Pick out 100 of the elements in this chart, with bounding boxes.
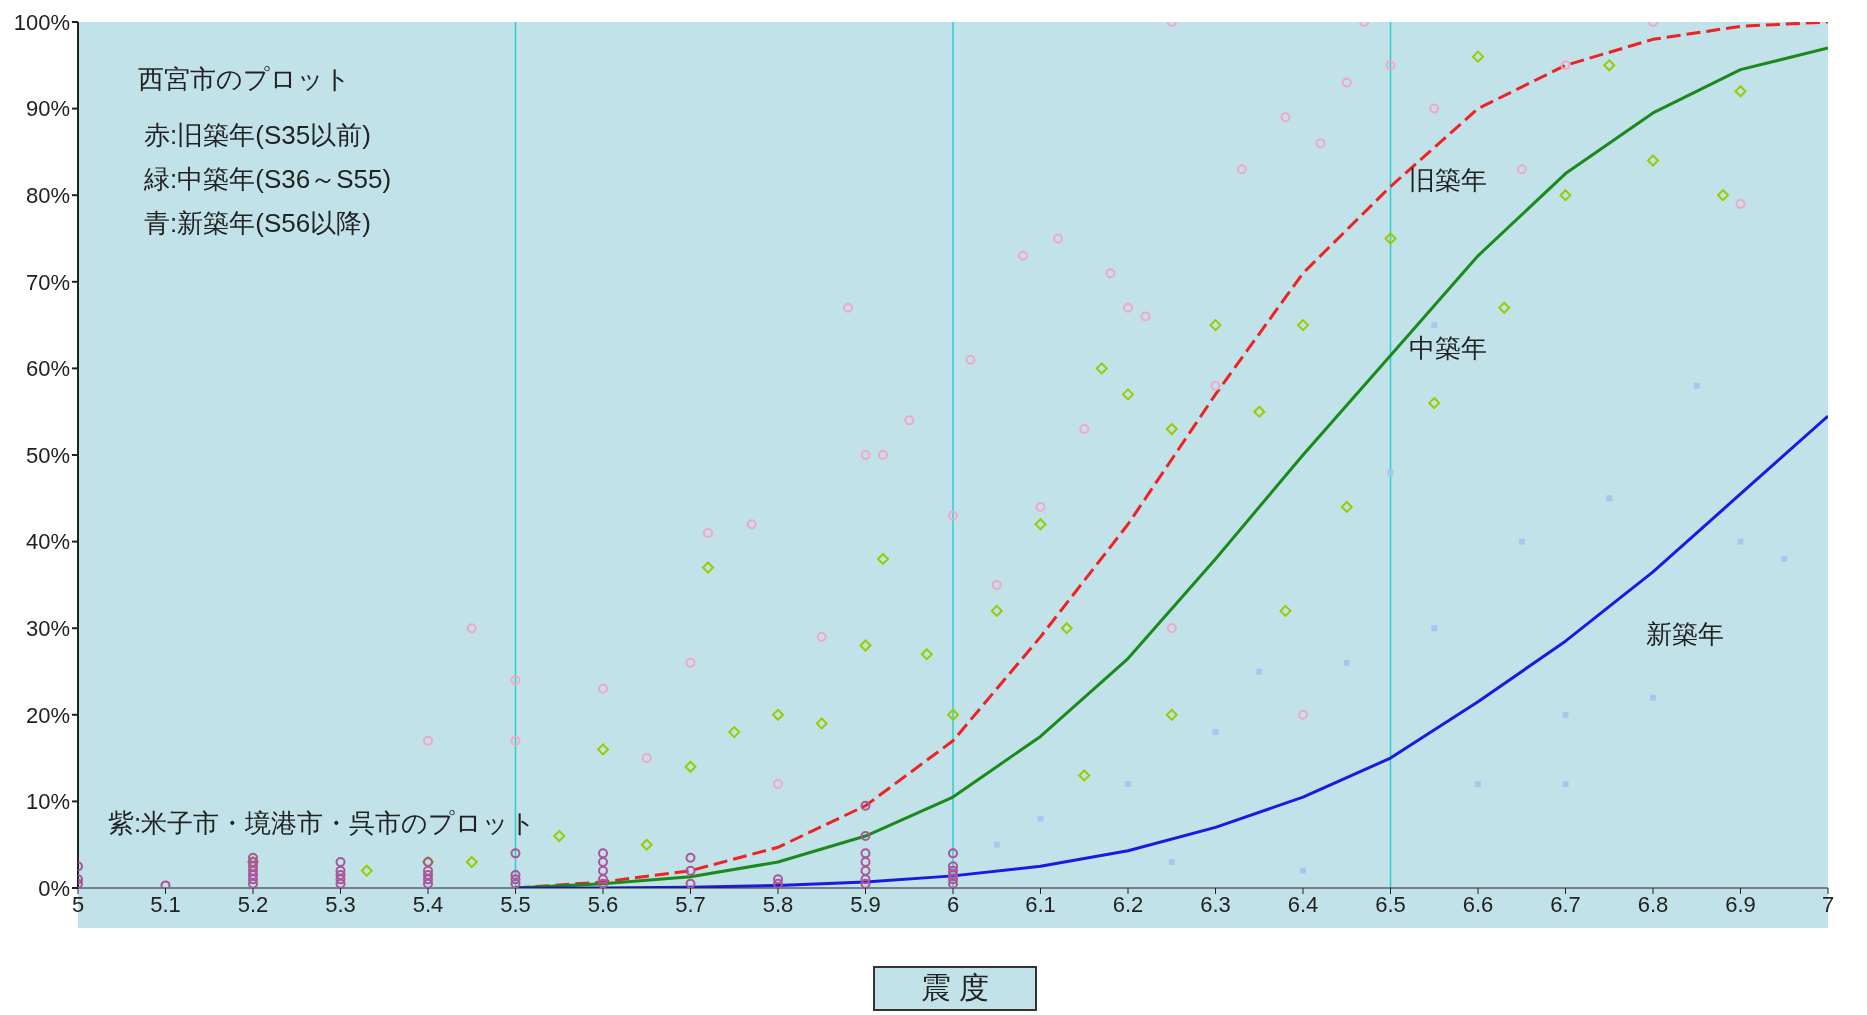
x-tick-label: 5.2: [237, 891, 269, 917]
point: [1300, 867, 1306, 874]
point: [1650, 694, 1656, 701]
point: [1166, 623, 1177, 634]
annotation: 青:新築年(S56以降): [144, 207, 371, 240]
point: [640, 838, 653, 851]
point: [1385, 60, 1396, 71]
point: [1343, 659, 1350, 666]
point: [1253, 405, 1266, 418]
point: [860, 865, 871, 876]
point: [816, 631, 827, 642]
point: [1431, 322, 1438, 329]
point: [1256, 668, 1263, 675]
point: [598, 865, 608, 876]
point: [1297, 319, 1309, 332]
point: [598, 874, 608, 885]
point: [641, 753, 652, 764]
point: [510, 878, 521, 888]
point: [335, 878, 346, 888]
point: [947, 708, 959, 721]
point: [510, 874, 521, 885]
point: [1037, 815, 1044, 822]
point: [248, 870, 258, 881]
point: [360, 864, 373, 877]
point: [1475, 781, 1481, 788]
point: [510, 848, 521, 859]
point: [1165, 708, 1178, 721]
point: [1210, 380, 1221, 391]
x-tick-label: 6.5: [1375, 891, 1406, 917]
point: [1035, 501, 1046, 512]
point: [877, 552, 889, 565]
point: [597, 743, 609, 756]
annotation: 西宮市のプロット: [138, 63, 351, 96]
point: [1209, 319, 1222, 332]
point: [466, 623, 477, 634]
point: [1518, 538, 1525, 545]
point: [1123, 302, 1133, 313]
point: [1018, 250, 1028, 261]
point: [510, 675, 521, 686]
point: [948, 510, 958, 521]
y-tick-label: 90%: [25, 96, 70, 122]
y-tick-label: 40%: [25, 529, 70, 555]
point: [248, 861, 258, 872]
annotation: 紫:米子市・境港市・呉市のプロット: [108, 806, 537, 840]
point: [335, 857, 346, 868]
point: [859, 639, 872, 652]
point: [1078, 769, 1091, 782]
x-tick-label: 7: [1821, 891, 1835, 917]
y-tick-label: 50%: [25, 442, 70, 468]
point: [1737, 538, 1744, 545]
point: [335, 874, 346, 885]
series-label: 中築年: [1408, 333, 1487, 364]
point: [1781, 555, 1788, 562]
point: [1122, 388, 1134, 401]
point: [843, 302, 853, 313]
point: [860, 848, 871, 859]
x-tick-label: 6.1: [1025, 891, 1056, 917]
x-tick-label: 6.3: [1200, 891, 1231, 917]
point: [1734, 85, 1747, 98]
point: [860, 878, 871, 888]
point: [860, 857, 871, 868]
point: [1429, 103, 1440, 114]
point: [1560, 60, 1571, 71]
x-tick-label: 5.6: [587, 891, 619, 917]
y-tick-label: 20%: [25, 702, 70, 728]
point: [948, 861, 958, 872]
point: [773, 779, 783, 790]
point: [1735, 198, 1746, 209]
point: [878, 450, 888, 460]
point: [920, 648, 933, 661]
x-tick-label: 6.9: [1725, 891, 1756, 917]
point: [335, 870, 346, 881]
point: [1060, 622, 1073, 635]
point: [860, 831, 871, 842]
x-tick-label: 5.9: [850, 891, 881, 917]
point: [773, 878, 783, 888]
x-tick-label: 6.8: [1637, 891, 1669, 917]
x-tick-label: 5: [71, 891, 85, 917]
point: [1384, 232, 1397, 245]
point: [1562, 711, 1569, 718]
point: [1340, 500, 1353, 513]
point: [702, 561, 714, 574]
point: [948, 848, 958, 859]
point: [1603, 59, 1616, 72]
point: [728, 726, 741, 739]
point: [684, 760, 697, 773]
y-tick-label: 60%: [25, 356, 70, 382]
point: [1606, 495, 1613, 502]
y-tick-label: 100%: [13, 9, 70, 35]
point: [685, 657, 696, 668]
point: [423, 870, 433, 881]
point: [948, 874, 958, 885]
point: [860, 800, 871, 811]
point: [746, 519, 757, 530]
point: [948, 878, 958, 888]
point: [1212, 729, 1219, 736]
point: [423, 874, 433, 885]
point: [860, 450, 871, 460]
point: [1498, 301, 1511, 314]
point: [1298, 709, 1308, 720]
